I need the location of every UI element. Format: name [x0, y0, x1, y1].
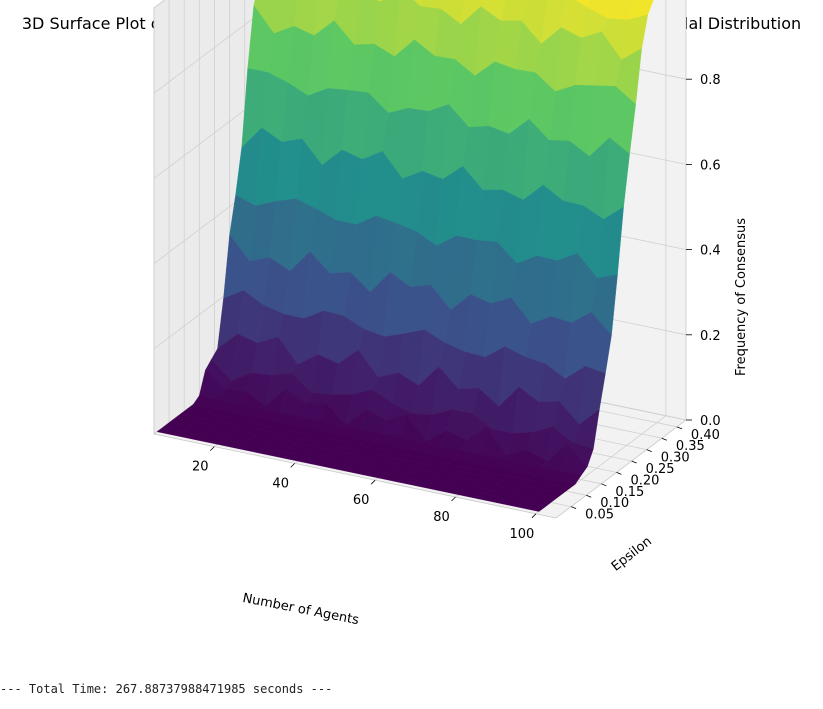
- x-tick: [291, 463, 295, 467]
- x-axis-label: Number of Agents: [241, 591, 360, 628]
- epsilon-tick: [571, 507, 576, 509]
- z-tick-label: 0.0: [700, 414, 721, 429]
- x-tick-label: 20: [192, 460, 209, 475]
- x-tick-label: 60: [353, 493, 370, 508]
- z-tick-label: 0.2: [700, 329, 721, 344]
- x-tick: [371, 480, 375, 484]
- x-tick: [452, 497, 456, 501]
- epsilon-tick: [601, 484, 606, 486]
- x-tick-label: 100: [509, 527, 534, 542]
- z-tick-label: 1.0: [700, 0, 721, 3]
- epsilon-tick: [662, 438, 667, 440]
- x-tick: [210, 447, 214, 451]
- epsilon-tick-label: 0.40: [691, 428, 720, 443]
- x-tick: [532, 514, 536, 518]
- epsilon-tick: [677, 427, 682, 429]
- epsilon-axis-label: Epsilon: [609, 534, 655, 575]
- epsilon-tick: [586, 495, 591, 497]
- x-tick-label: 80: [433, 510, 450, 525]
- epsilon-tick: [616, 472, 621, 474]
- epsilon-tick: [632, 461, 637, 463]
- timing-log: --- Total Time: 267.88737988471985 secon…: [0, 682, 332, 696]
- z-tick-label: 0.8: [700, 73, 721, 88]
- epsilon-tick: [647, 450, 652, 452]
- z-tick-label: 0.4: [700, 244, 721, 259]
- z-axis-label: Frequency of Consensus: [734, 218, 749, 376]
- x-tick-label: 40: [272, 476, 289, 491]
- z-tick-label: 0.6: [700, 158, 721, 173]
